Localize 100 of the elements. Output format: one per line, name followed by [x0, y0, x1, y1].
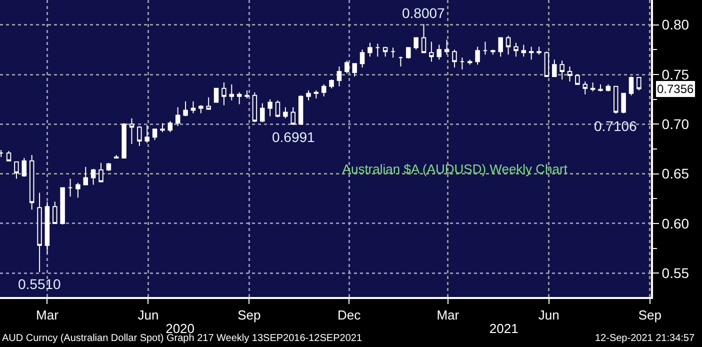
x-tick-label: Sep: [638, 308, 662, 323]
candlestick: [406, 47, 411, 60]
text: Australian $A (AUDUSD) Weekly Chart: [342, 162, 568, 177]
candlestick: [321, 84, 326, 97]
candlestick: [114, 154, 119, 158]
candlestick: [460, 57, 465, 70]
annotation: 0.5510: [18, 276, 62, 292]
annotation: 0.8007: [402, 5, 446, 21]
candlestick: [68, 178, 73, 198]
candlestick: [44, 201, 50, 254]
candlestick: [352, 63, 357, 77]
y-tick-label: 0.60: [662, 215, 690, 232]
candlestick: [536, 46, 542, 56]
candlestick: [490, 49, 496, 56]
candlestick: [290, 106, 296, 126]
x-tick-label: Jun: [138, 308, 159, 323]
candlestick: [329, 78, 334, 89]
candlestick: [398, 56, 404, 68]
candlestick: [544, 51, 550, 77]
y-tick-label: 0.75: [662, 66, 690, 82]
candlestick: [506, 35, 511, 56]
candlestick: [375, 43, 380, 58]
candlestick: [521, 44, 526, 58]
candlestick: [106, 162, 112, 172]
candlestick: [475, 46, 480, 66]
candlestick: [183, 100, 188, 117]
candlestick: [429, 41, 434, 62]
candlestick: [567, 66, 572, 82]
annotation: 0.6991: [272, 129, 316, 145]
y-tick-label: 0.80: [662, 16, 690, 33]
candlestick: [514, 42, 518, 58]
candlestick: [575, 74, 580, 85]
candlestick: [137, 126, 142, 147]
candlestick: [129, 118, 134, 145]
candlestick: [90, 168, 96, 186]
text: AUD Curncy (Australian Dollar Spot) Graph 217 Weekly 13SEP2016-12SEP2021: [2, 333, 362, 344]
candlestick: [336, 66, 342, 87]
candlestick: [628, 76, 634, 96]
candlestick: [160, 122, 165, 133]
candlestick: [260, 102, 265, 123]
candlestick: [598, 84, 603, 92]
candlestick: [482, 41, 488, 56]
candlestick: [268, 98, 272, 117]
candlestick: [175, 106, 180, 127]
y-tick-label: 0.70: [662, 116, 690, 132]
candlestick: [37, 192, 42, 273]
x-tick-label: Dec: [338, 308, 362, 323]
candlestick: [29, 154, 34, 210]
candlestick: [306, 90, 311, 101]
text: 12-Sep-2021 21:34:57: [595, 333, 695, 344]
candlestick: [414, 37, 418, 50]
x-tick-label: Sep: [238, 308, 261, 323]
candlestick: [590, 82, 596, 92]
candlestick: [582, 80, 588, 95]
candlestick: [390, 47, 396, 58]
candlestick: [528, 46, 534, 60]
candlestick: [344, 60, 350, 74]
candlestick: [498, 37, 503, 58]
candlestick: [222, 82, 226, 106]
candlestick: [52, 201, 58, 224]
candlestick: [60, 187, 65, 225]
candlestick: [206, 96, 211, 110]
candlestick: [144, 124, 150, 144]
candlestick: [606, 84, 611, 92]
candlestick: [6, 150, 12, 162]
candlestick: [368, 42, 372, 58]
y-tick-label: 0.55: [662, 265, 690, 282]
candlestick: [552, 59, 557, 77]
candlestick: [236, 92, 242, 105]
x-tick-label: Mar: [36, 308, 60, 323]
candlestick: [152, 128, 158, 141]
candlestick: [467, 59, 472, 66]
annotation: 0.7356: [657, 82, 694, 96]
candlestick: [168, 120, 173, 133]
candlestick: [22, 157, 27, 178]
x-tick-label: Jun: [538, 308, 560, 323]
y-tick-label: 0.65: [662, 166, 690, 182]
x2-tick-label: 2021: [489, 321, 518, 336]
candlestick: [436, 44, 442, 60]
candlestick: [98, 162, 104, 182]
candlestick: [621, 92, 626, 114]
candlestick: [360, 49, 365, 68]
candlestick: [613, 86, 618, 114]
candlestick: [298, 94, 304, 125]
candlestick: [198, 104, 204, 114]
candlestick: [214, 88, 219, 103]
candlestick: [190, 100, 196, 114]
candlestick: [382, 46, 388, 58]
x-tick-label: Mar: [436, 308, 460, 323]
candlestick: [122, 122, 126, 158]
candlestick: [275, 100, 280, 118]
annotation: 0.7106: [594, 118, 638, 134]
candlestick: [421, 24, 426, 54]
candlestick: [452, 49, 457, 68]
candlestick: [444, 39, 450, 56]
candlestick: [283, 106, 288, 119]
candlestick: [76, 182, 80, 198]
candlestick: [314, 90, 319, 99]
candlestick: [244, 90, 250, 99]
candlestick: [636, 76, 642, 91]
